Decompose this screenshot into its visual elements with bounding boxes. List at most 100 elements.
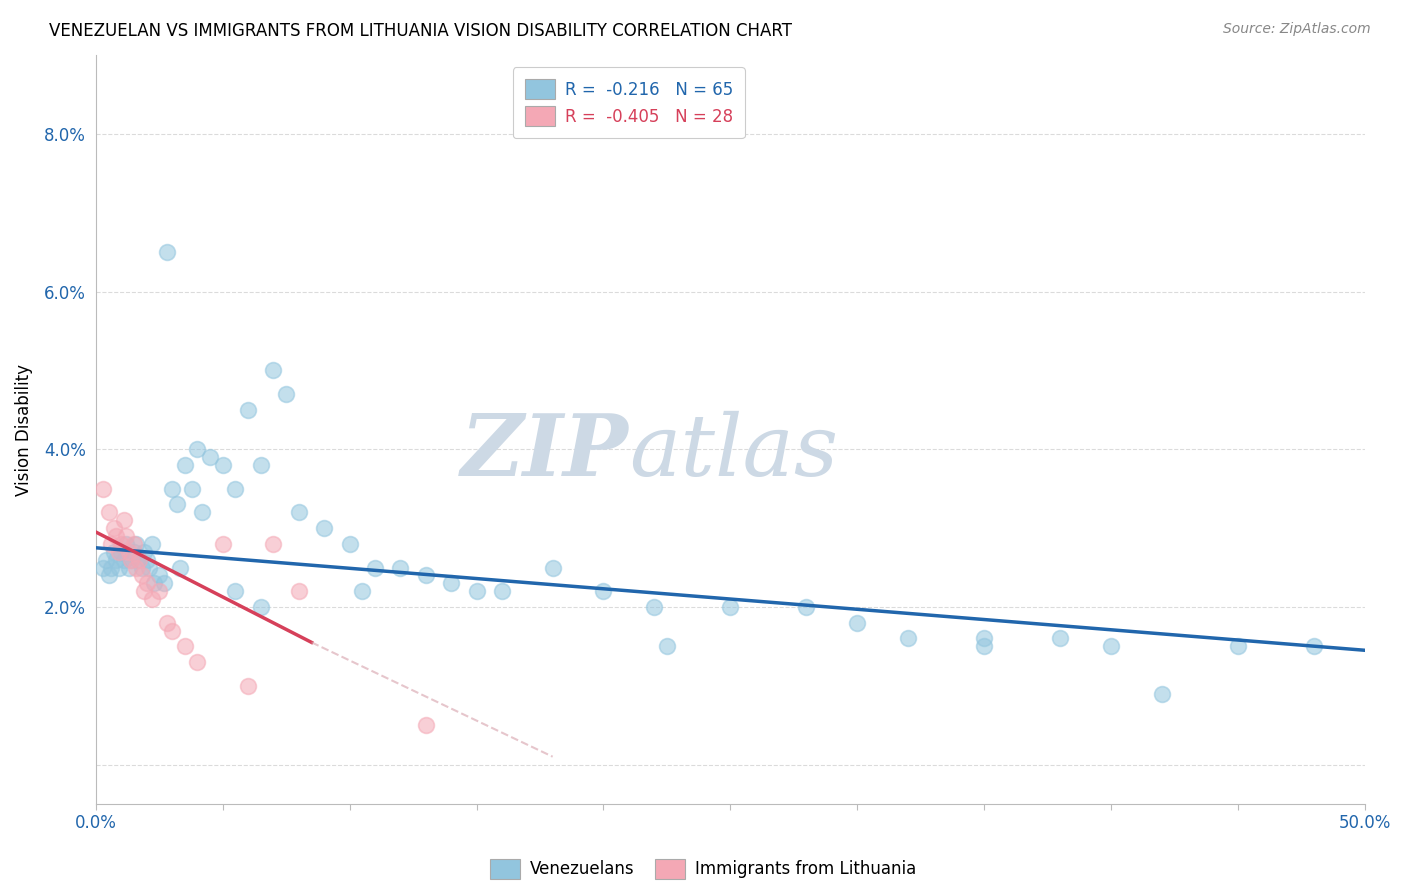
Point (191, 505, 214, 519)
Point (796, 599, 818, 614)
Point (97, 568, 120, 582)
Point (339, 537, 361, 551)
Point (148, 568, 170, 582)
Point (135, 576, 157, 591)
Point (415, 568, 437, 582)
Point (132, 545, 155, 559)
Point (643, 599, 665, 614)
Point (115, 537, 138, 551)
Point (655, 640, 678, 654)
Point (288, 505, 311, 519)
Point (100, 537, 122, 551)
Point (160, 482, 183, 496)
Point (131, 560, 153, 574)
Point (288, 584, 311, 599)
Point (263, 363, 285, 377)
Point (718, 599, 741, 614)
Legend: R =  -0.216   N = 65, R =  -0.405   N = 28: R = -0.216 N = 65, R = -0.405 N = 28 (513, 67, 745, 138)
Point (120, 552, 142, 566)
Point (166, 498, 188, 512)
Point (236, 402, 259, 417)
Text: ZIP: ZIP (461, 410, 628, 494)
Point (364, 560, 387, 574)
Point (314, 521, 336, 535)
Point (160, 624, 183, 638)
Point (128, 552, 150, 566)
Point (122, 537, 145, 551)
Point (132, 584, 155, 599)
Point (141, 592, 163, 607)
Point (103, 545, 125, 559)
Point (224, 482, 246, 496)
Text: VENEZUELAN VS IMMIGRANTS FROM LITHUANIA VISION DISABILITY CORRELATION CHART: VENEZUELAN VS IMMIGRANTS FROM LITHUANIA … (49, 22, 792, 40)
Point (211, 537, 233, 551)
Point (973, 640, 995, 654)
Point (105, 529, 128, 543)
Point (128, 552, 150, 566)
Point (415, 718, 437, 732)
Point (1226, 640, 1249, 654)
Point (135, 552, 157, 566)
Point (122, 545, 145, 559)
Point (897, 632, 920, 646)
Text: Source: ZipAtlas.com: Source: ZipAtlas.com (1223, 22, 1371, 37)
Point (186, 655, 208, 669)
Point (112, 552, 135, 566)
Point (110, 545, 132, 559)
Point (169, 560, 191, 574)
Point (198, 450, 221, 465)
Point (156, 615, 179, 630)
Point (131, 568, 153, 582)
Point (94, 552, 117, 566)
Y-axis label: Vision Disability: Vision Disability (15, 364, 32, 496)
Point (352, 584, 374, 599)
Point (120, 552, 142, 566)
Point (186, 442, 208, 457)
Point (112, 513, 135, 527)
Point (389, 560, 412, 574)
Point (115, 529, 138, 543)
Point (236, 679, 259, 693)
Point (173, 640, 195, 654)
Point (107, 545, 129, 559)
Point (249, 458, 271, 472)
Point (153, 576, 176, 591)
Point (93, 560, 115, 574)
Point (846, 615, 869, 630)
Point (211, 458, 233, 472)
Point (263, 537, 285, 551)
Point (1099, 640, 1122, 654)
Point (141, 537, 163, 551)
Point (148, 584, 170, 599)
Point (156, 245, 179, 260)
Point (224, 584, 246, 599)
Legend: Venezuelans, Immigrants from Lithuania: Venezuelans, Immigrants from Lithuania (484, 852, 922, 886)
Point (541, 560, 564, 574)
Point (100, 560, 122, 574)
Point (1049, 632, 1071, 646)
Point (276, 387, 298, 401)
Point (173, 458, 195, 472)
Point (973, 632, 995, 646)
Point (110, 537, 132, 551)
Point (143, 576, 166, 591)
Point (181, 482, 204, 496)
Text: atlas: atlas (628, 410, 838, 493)
Point (118, 545, 141, 559)
Point (107, 560, 129, 574)
Point (103, 521, 125, 535)
Point (125, 537, 148, 551)
Point (138, 560, 160, 574)
Point (105, 552, 128, 566)
Point (440, 576, 463, 591)
Point (249, 599, 271, 614)
Point (93, 482, 115, 496)
Point (118, 560, 141, 574)
Point (491, 584, 513, 599)
Point (1303, 640, 1326, 654)
Point (465, 584, 488, 599)
Point (125, 560, 148, 574)
Point (592, 584, 614, 599)
Point (1150, 687, 1173, 701)
Point (97, 505, 120, 519)
